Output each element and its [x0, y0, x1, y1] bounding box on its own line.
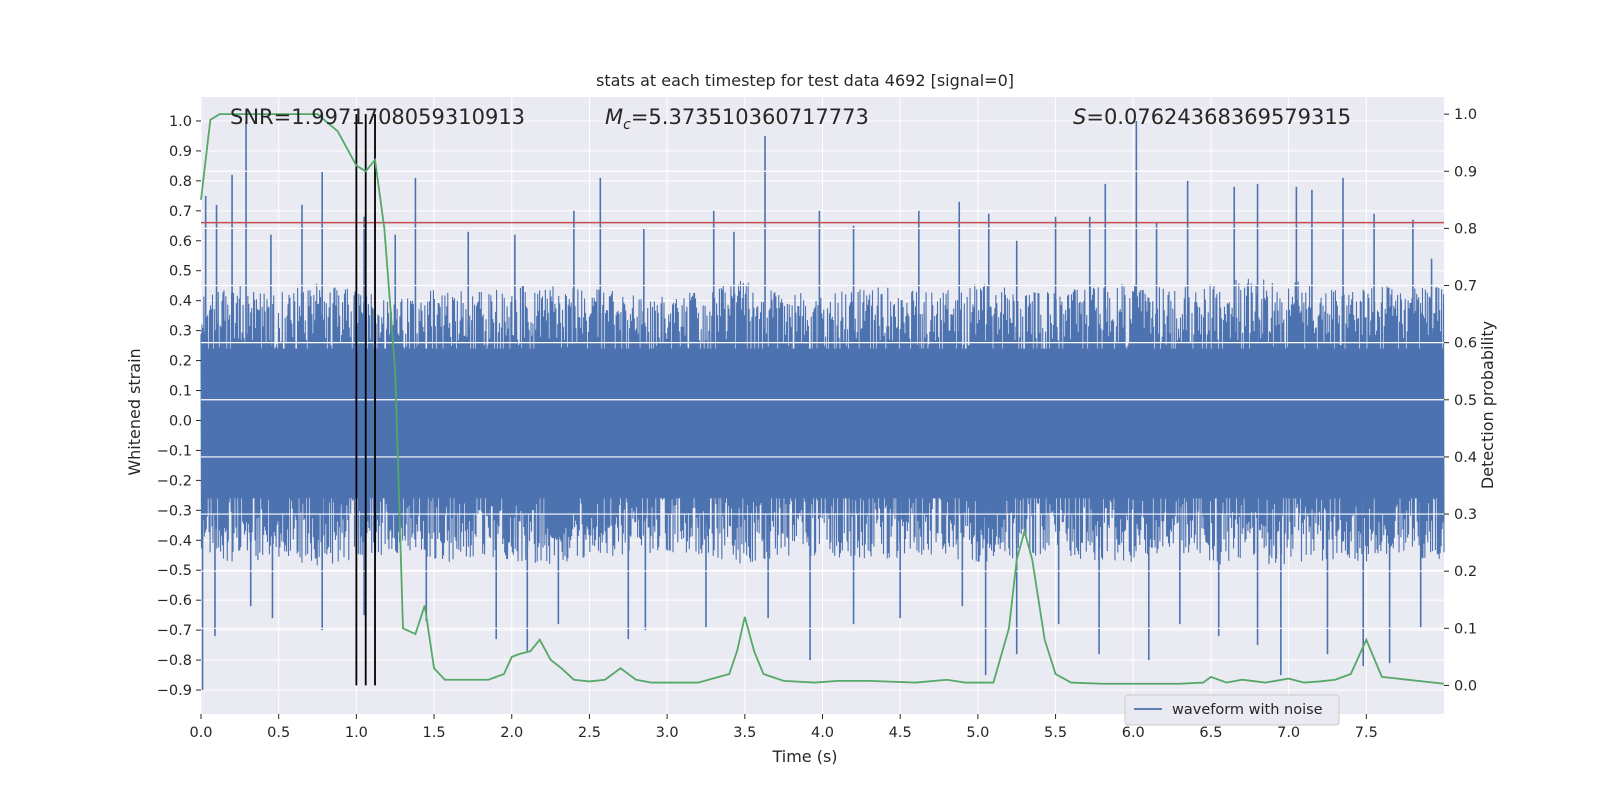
- y-tick-label-left: 0.0: [169, 413, 192, 429]
- y-tick-label-left: 0.5: [169, 264, 192, 280]
- s-statistic-annotation: S=0.07624368369579315: [1073, 105, 1351, 129]
- x-tick-label: 2.0: [500, 725, 523, 741]
- y-tick-label-left: 0.4: [169, 294, 192, 310]
- y-tick-label-left: 0.6: [169, 234, 192, 250]
- legend-box: [1124, 694, 1340, 726]
- x-tick-label: 7.0: [1277, 725, 1300, 741]
- y-tick-label-left: 0.8: [169, 174, 192, 190]
- x-tick-label: 4.5: [889, 725, 912, 741]
- chirp-mass-annotation: Mc=5.373510360717773: [605, 105, 869, 133]
- x-tick-label: 7.5: [1355, 725, 1378, 741]
- chart-title: stats at each timestep for test data 469…: [596, 71, 1014, 90]
- legend: waveform with noise: [1124, 694, 1340, 726]
- detection-probability-line: [200, 113, 1445, 685]
- y-tick-label-right: 0.0: [1454, 678, 1477, 694]
- y-tick-label-right: 1.0: [1454, 107, 1477, 123]
- y-tick-label-left: 0.2: [169, 354, 192, 370]
- y-tick-label-left: 0.9: [169, 144, 192, 160]
- detection-probability-series: [200, 113, 1445, 685]
- s-statistic-value: =0.07624368369579315: [1086, 105, 1351, 129]
- chirp-mass-subscript: c: [623, 117, 631, 133]
- threshold-line-group: [201, 170, 1444, 629]
- legend-label-waveform: waveform with noise: [1172, 702, 1323, 718]
- y-tick-label-right: 0.1: [1454, 621, 1477, 637]
- y-tick-label-right: 0.5: [1454, 393, 1477, 409]
- x-tick-label: 6.5: [1199, 725, 1222, 741]
- x-tick-label: 1.5: [423, 725, 446, 741]
- y-tick-label-left: −0.4: [157, 533, 192, 549]
- x-tick-label: 1.0: [345, 725, 368, 741]
- x-tick-label: 5.5: [1044, 725, 1067, 741]
- y-tick-label-right: 0.3: [1454, 507, 1477, 523]
- y-tick-label-left: −0.1: [157, 443, 192, 459]
- x-tick-label: 6.0: [1122, 725, 1145, 741]
- y-tick-label-right: 0.8: [1454, 221, 1477, 237]
- axis-ticks: 0.0 0.5 1.0 1.5 2.0 2.5 3.0 3.5 4.0 4.5 5.0 5.5 6.0 6…: [157, 107, 1477, 741]
- y-tick-label-right: 0.4: [1454, 450, 1477, 466]
- y-tick-label-left: 1.0: [169, 114, 192, 130]
- y-tick-label-left: 0.3: [169, 324, 192, 340]
- y-axis-label-right: Detection probability: [1478, 321, 1497, 489]
- y-tick-label-left: −0.5: [157, 563, 192, 579]
- event-markers: [355, 114, 376, 686]
- x-tick-label: 3.0: [656, 725, 679, 741]
- x-tick-label: 5.0: [966, 725, 989, 741]
- y-tick-label-right: 0.9: [1454, 164, 1477, 180]
- x-axis-label: Time (s): [771, 747, 837, 766]
- x-tick-label: 0.5: [267, 725, 290, 741]
- y-tick-label-left: −0.8: [157, 653, 192, 669]
- waveform-series: [200, 120, 1445, 691]
- y-tick-label-right: 0.6: [1454, 336, 1477, 352]
- y-tick-label-left: −0.7: [157, 623, 192, 639]
- s-statistic-symbol: S: [1073, 105, 1086, 129]
- x-tick-label: 3.5: [733, 725, 756, 741]
- y-tick-label-left: −0.6: [157, 593, 192, 609]
- y-tick-label-left: 0.7: [169, 204, 192, 220]
- y-tick-label-left: −0.3: [157, 503, 192, 519]
- y-tick-label-right: 0.7: [1454, 279, 1477, 295]
- x-tick-label: 4.0: [811, 725, 834, 741]
- y-tick-label-left: 0.1: [169, 384, 192, 400]
- x-tick-label: 2.5: [578, 725, 601, 741]
- x-tick-label: 0.0: [189, 725, 212, 741]
- y-tick-label-left: −0.9: [157, 683, 192, 699]
- chirp-mass-value: =5.373510360717773: [631, 105, 869, 129]
- snr-annotation: SNR=1.9971708059310913: [230, 105, 525, 129]
- waveform-dense-core: [201, 348, 1444, 499]
- chirp-mass-symbol: M: [605, 105, 623, 129]
- y-axis-label-left: Whitened strain: [125, 348, 144, 475]
- y-tick-label-right: 0.2: [1454, 564, 1477, 580]
- y-tick-label-left: −0.2: [157, 473, 192, 489]
